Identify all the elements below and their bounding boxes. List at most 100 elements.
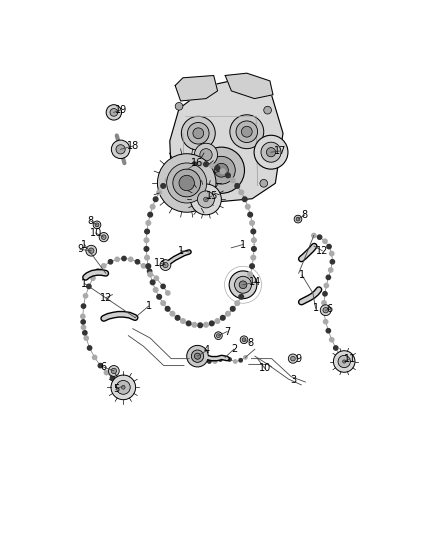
- Circle shape: [241, 126, 252, 137]
- Circle shape: [288, 354, 297, 364]
- Circle shape: [198, 161, 202, 166]
- Circle shape: [148, 212, 152, 217]
- Circle shape: [93, 221, 101, 229]
- Circle shape: [204, 162, 208, 167]
- Circle shape: [244, 356, 247, 359]
- Circle shape: [104, 370, 109, 375]
- Circle shape: [250, 221, 254, 225]
- Circle shape: [122, 383, 126, 387]
- Circle shape: [146, 264, 151, 269]
- Circle shape: [327, 245, 331, 249]
- Circle shape: [245, 280, 250, 285]
- Circle shape: [116, 380, 120, 384]
- Circle shape: [181, 166, 185, 171]
- Circle shape: [337, 352, 341, 357]
- Text: 1: 1: [81, 279, 88, 288]
- Text: 10: 10: [259, 364, 271, 374]
- Circle shape: [102, 235, 106, 239]
- Circle shape: [230, 115, 264, 149]
- Circle shape: [153, 287, 158, 292]
- Circle shape: [173, 169, 201, 197]
- Text: 15: 15: [205, 191, 218, 201]
- Circle shape: [216, 334, 220, 337]
- Text: 17: 17: [274, 146, 286, 156]
- Text: 14: 14: [249, 277, 261, 287]
- Circle shape: [334, 346, 338, 350]
- Circle shape: [194, 143, 218, 166]
- Circle shape: [81, 320, 85, 324]
- Circle shape: [251, 247, 256, 251]
- Circle shape: [242, 338, 246, 342]
- Circle shape: [161, 284, 165, 288]
- Circle shape: [261, 142, 281, 162]
- Circle shape: [328, 268, 333, 272]
- Circle shape: [192, 322, 197, 327]
- Circle shape: [92, 356, 97, 360]
- Polygon shape: [225, 73, 273, 99]
- Text: 6: 6: [100, 362, 106, 372]
- Circle shape: [235, 301, 240, 305]
- Circle shape: [181, 319, 185, 324]
- Circle shape: [320, 305, 331, 316]
- Circle shape: [229, 271, 257, 298]
- Circle shape: [235, 184, 240, 188]
- Circle shape: [198, 191, 214, 208]
- Text: 1: 1: [177, 246, 184, 256]
- Text: 3: 3: [290, 375, 297, 385]
- Circle shape: [326, 275, 331, 279]
- Circle shape: [173, 174, 181, 182]
- Circle shape: [322, 310, 326, 314]
- Circle shape: [215, 163, 228, 177]
- Text: 8: 8: [87, 216, 93, 226]
- Circle shape: [148, 269, 152, 273]
- Circle shape: [102, 264, 106, 268]
- Text: 19: 19: [114, 105, 127, 115]
- Circle shape: [312, 233, 316, 238]
- Circle shape: [157, 154, 216, 212]
- Circle shape: [157, 190, 162, 195]
- Circle shape: [175, 316, 180, 320]
- Circle shape: [111, 140, 130, 158]
- Circle shape: [204, 322, 208, 327]
- Circle shape: [153, 197, 158, 201]
- Text: 1: 1: [81, 239, 88, 249]
- Circle shape: [341, 358, 345, 362]
- Circle shape: [148, 272, 152, 277]
- Circle shape: [245, 205, 250, 209]
- Circle shape: [157, 295, 162, 299]
- Polygon shape: [170, 78, 283, 203]
- Circle shape: [242, 197, 247, 201]
- Circle shape: [213, 360, 217, 363]
- Circle shape: [110, 376, 115, 380]
- Circle shape: [145, 255, 149, 260]
- Circle shape: [170, 173, 175, 177]
- Circle shape: [248, 272, 252, 277]
- Circle shape: [167, 163, 207, 203]
- Circle shape: [165, 178, 170, 183]
- Circle shape: [165, 306, 170, 311]
- Text: 16: 16: [191, 158, 203, 168]
- Circle shape: [230, 178, 235, 183]
- Circle shape: [145, 229, 149, 234]
- Circle shape: [146, 221, 151, 225]
- Text: 6: 6: [327, 304, 333, 314]
- Circle shape: [186, 164, 191, 168]
- Text: 1: 1: [240, 239, 246, 249]
- Text: 8: 8: [302, 210, 308, 220]
- Circle shape: [150, 280, 155, 285]
- Circle shape: [141, 264, 146, 268]
- Circle shape: [323, 292, 327, 296]
- Circle shape: [83, 330, 87, 335]
- Circle shape: [226, 311, 230, 316]
- Circle shape: [110, 109, 118, 116]
- Circle shape: [154, 276, 159, 280]
- Circle shape: [242, 287, 247, 292]
- Circle shape: [109, 366, 119, 376]
- Text: 9: 9: [77, 245, 83, 254]
- Circle shape: [208, 360, 211, 363]
- Circle shape: [338, 356, 350, 368]
- Circle shape: [160, 260, 171, 270]
- Circle shape: [318, 235, 322, 239]
- Circle shape: [215, 166, 220, 171]
- Text: 5: 5: [113, 384, 119, 394]
